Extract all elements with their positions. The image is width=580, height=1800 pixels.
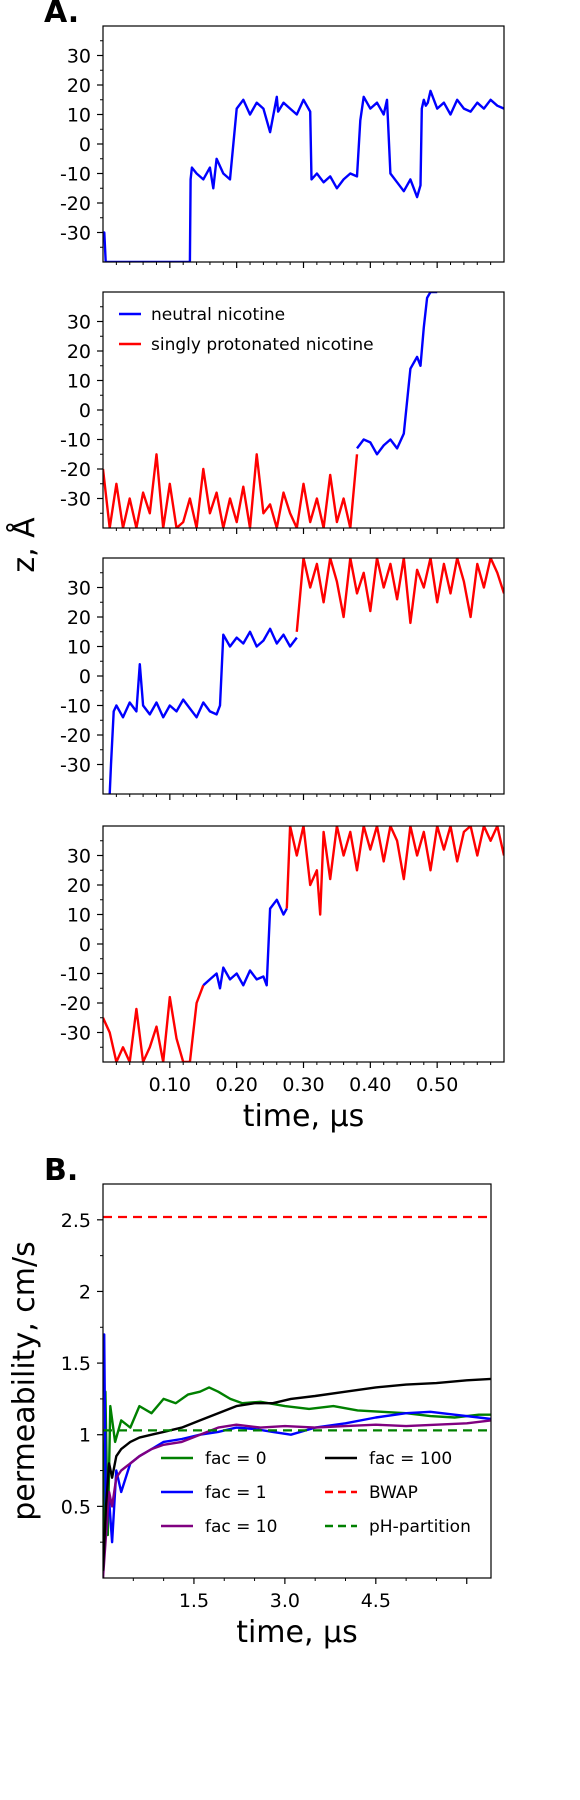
- series-line-3: [103, 1419, 491, 1578]
- y-tick-label: 30: [67, 578, 91, 600]
- x-tick-label: 3.0: [270, 1590, 300, 1612]
- series-line-2: [103, 1333, 491, 1544]
- legend-label: pH-partition: [369, 1517, 471, 1537]
- plot-area: [103, 292, 438, 528]
- legend-label: fac = 0: [205, 1449, 267, 1469]
- x-tick-label: 0.10: [149, 1074, 191, 1096]
- plot-area: [103, 89, 504, 262]
- series-line-1: [103, 1386, 491, 1578]
- axes-frame: [102, 557, 505, 795]
- y-tick-label: 20: [67, 75, 91, 97]
- axes-frame: [102, 25, 505, 263]
- y-tick-label: -10: [60, 164, 91, 186]
- x-tick-label: 0.30: [282, 1074, 324, 1096]
- y-tick-label: 10: [67, 637, 91, 659]
- axes-frame: [102, 825, 505, 1063]
- series-line-4: [103, 1377, 491, 1571]
- series-line-1: [202, 898, 288, 990]
- x-tick-label: 1.5: [179, 1590, 209, 1612]
- legend: fac = 0 fac = 1 fac = 10 fac = 100 BWAP pH-pa…: [161, 1449, 471, 1537]
- y-tick-label: -10: [60, 696, 91, 718]
- plot-area: [103, 826, 504, 1062]
- series-line-2: [295, 558, 504, 632]
- series-line-1: [103, 89, 504, 262]
- y-tick-label: 30: [67, 312, 91, 334]
- shared-y-axis-label: z, Å: [6, 517, 42, 573]
- y-tick-label: -20: [60, 993, 91, 1015]
- legend-label: neutral nicotine: [151, 305, 285, 325]
- panel-2: -30 -20 -10 0 10 20 30 neutral nicotine singly p…: [60, 291, 505, 534]
- y-tick-label: 2: [79, 1281, 91, 1303]
- legend: neutral nicotine singly protonated nicoti…: [119, 305, 374, 355]
- x-tick-label: 4.5: [361, 1590, 391, 1612]
- series-line-1: [108, 627, 298, 794]
- y-tick-label: -20: [60, 725, 91, 747]
- panel-1: -30 -20 -10 0 10 20 30 A.: [44, 0, 505, 268]
- y-tick-label: -30: [60, 223, 91, 245]
- series-line-2: [103, 984, 205, 1062]
- y-tick-label: -20: [60, 193, 91, 215]
- y-tick-label: -20: [60, 459, 91, 481]
- plot-area: [103, 1215, 491, 1578]
- x-tick-label: 0.50: [416, 1074, 458, 1096]
- y-tick-label: 0: [79, 400, 91, 422]
- plot-area: [108, 558, 504, 794]
- y-tick-label: -10: [60, 964, 91, 986]
- legend-label: fac = 100: [369, 1449, 452, 1469]
- x-tick-label: 0.40: [349, 1074, 391, 1096]
- legend-label: fac = 1: [205, 1483, 267, 1503]
- y-tick-label: 2.5: [61, 1210, 91, 1232]
- y-tick-label: 10: [67, 371, 91, 393]
- y-tick-label: 1.5: [61, 1353, 91, 1375]
- axes-frame: [102, 1183, 492, 1579]
- x-axis-label: time, μs: [236, 1615, 358, 1650]
- panel-label: B.: [44, 1153, 78, 1188]
- y-tick-label: 30: [67, 46, 91, 68]
- y-tick-label: 20: [67, 341, 91, 363]
- panel-4: -30 -20 -10 0 10 20 30 0.10 0.20 0.30 0.40 0.50 time…: [60, 825, 505, 1134]
- panel-label: A.: [44, 0, 79, 30]
- y-tick-label: 0: [79, 134, 91, 156]
- panel-3: -30 -20 -10 0 10 20 30: [60, 557, 505, 800]
- y-tick-label: -10: [60, 430, 91, 452]
- y-axis-label: permeability, cm/s: [7, 1241, 42, 1520]
- y-tick-label: -30: [60, 1023, 91, 1045]
- y-tick-label: -30: [60, 489, 91, 511]
- legend-label: fac = 10: [205, 1517, 277, 1537]
- y-tick-label: -30: [60, 755, 91, 777]
- series-line-3: [285, 826, 504, 916]
- legend-label: singly protonated nicotine: [151, 335, 374, 355]
- y-tick-label: 10: [67, 105, 91, 127]
- y-tick-label: 0: [79, 934, 91, 956]
- x-axis-label: time, μs: [243, 1099, 365, 1134]
- y-tick-label: 10: [67, 905, 91, 927]
- axes-frame: [102, 291, 505, 529]
- series-line-1: [356, 292, 438, 456]
- y-tick-label: 20: [67, 607, 91, 629]
- y-tick-label: 30: [67, 846, 91, 868]
- legend-label: BWAP: [369, 1483, 418, 1503]
- series-line-2: [103, 453, 359, 528]
- x-tick-label: 0.20: [216, 1074, 258, 1096]
- y-tick-label: 20: [67, 875, 91, 897]
- y-tick-label: 0.5: [61, 1496, 91, 1518]
- y-tick-label: 0: [79, 666, 91, 688]
- y-tick-label: 1: [79, 1425, 91, 1447]
